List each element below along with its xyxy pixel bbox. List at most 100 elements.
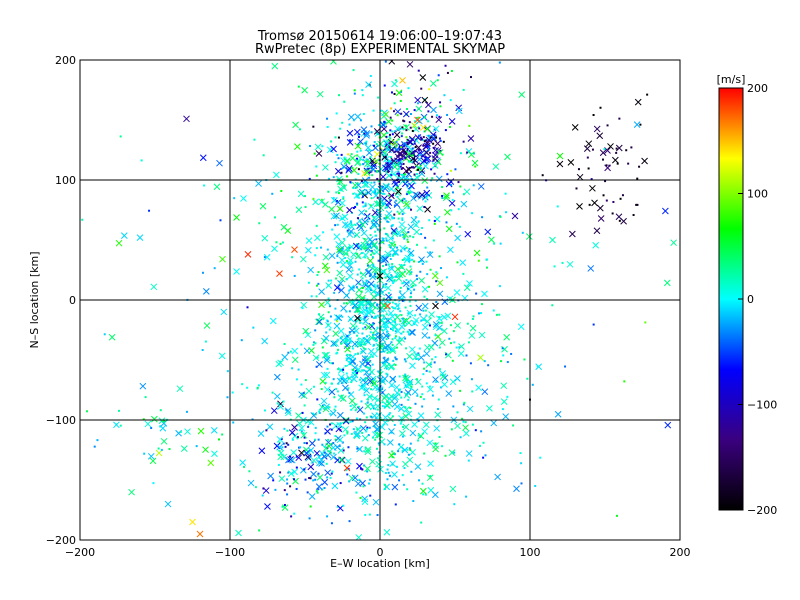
data-point-x bbox=[333, 443, 341, 451]
data-point-dot bbox=[391, 149, 394, 152]
data-point-dot bbox=[329, 476, 332, 479]
data-point-dot bbox=[157, 447, 160, 450]
x-axis-ticks: −200 −100 0 100 200 bbox=[65, 534, 691, 559]
data-point-x bbox=[424, 139, 431, 147]
data-point-dot bbox=[389, 257, 392, 260]
data-point-dot bbox=[251, 418, 254, 421]
data-point-dot bbox=[339, 482, 342, 485]
data-point-dot bbox=[383, 315, 386, 318]
data-point-x bbox=[466, 280, 473, 287]
data-point-dot bbox=[438, 255, 441, 258]
data-point-dot bbox=[432, 146, 435, 149]
data-point-dot bbox=[397, 217, 400, 220]
data-point-dot bbox=[472, 315, 475, 318]
data-point-dot bbox=[401, 219, 404, 222]
data-point-x bbox=[337, 279, 344, 287]
data-point-x bbox=[664, 421, 672, 429]
data-point-dot bbox=[299, 428, 302, 431]
data-point-dot bbox=[397, 450, 400, 453]
data-point-x bbox=[359, 221, 367, 229]
data-point-x bbox=[239, 459, 247, 466]
data-point-x bbox=[318, 450, 326, 457]
data-point-dot bbox=[370, 131, 373, 134]
data-point-x bbox=[373, 158, 380, 165]
data-point-dot bbox=[357, 244, 360, 247]
data-point-x bbox=[381, 419, 389, 426]
data-point-dot bbox=[424, 493, 427, 496]
data-point-x bbox=[464, 230, 472, 238]
data-point-dot bbox=[551, 304, 554, 307]
data-point-dot bbox=[335, 112, 338, 115]
data-point-dot bbox=[376, 293, 379, 296]
data-point-dot bbox=[395, 465, 398, 468]
data-point-dot bbox=[343, 434, 346, 437]
data-point-dot bbox=[377, 370, 380, 373]
data-point-dot bbox=[401, 217, 404, 220]
data-point-dot bbox=[407, 191, 410, 194]
data-point-dot bbox=[328, 328, 331, 331]
data-point-dot bbox=[363, 379, 366, 382]
data-point-dot bbox=[367, 245, 370, 248]
data-point-dot bbox=[400, 420, 403, 423]
data-point-dot bbox=[394, 503, 397, 506]
data-point-dot bbox=[315, 224, 318, 227]
data-point-dot bbox=[440, 321, 443, 324]
data-point-x bbox=[274, 373, 281, 381]
data-point-dot bbox=[408, 166, 411, 169]
data-point-x bbox=[463, 284, 471, 292]
data-point-dot bbox=[410, 286, 413, 289]
data-point-x bbox=[325, 442, 333, 450]
data-point-dot bbox=[391, 217, 394, 220]
data-point-dot bbox=[352, 186, 355, 189]
data-point-dot bbox=[271, 391, 274, 394]
data-point-dot bbox=[355, 491, 358, 494]
data-point-dot bbox=[315, 365, 318, 368]
data-point-dot bbox=[397, 308, 400, 311]
data-point-dot bbox=[352, 428, 355, 431]
data-point-x bbox=[338, 286, 345, 294]
x-tick-label: −100 bbox=[215, 546, 245, 559]
data-point-dot bbox=[263, 409, 266, 412]
data-point-dot bbox=[403, 120, 406, 123]
data-point-dot bbox=[449, 179, 452, 182]
data-point-dot bbox=[277, 463, 280, 466]
data-point-x bbox=[364, 465, 371, 473]
data-point-x bbox=[371, 394, 379, 402]
data-point-dot bbox=[348, 360, 351, 363]
data-point-dot bbox=[429, 151, 432, 154]
data-point-dot bbox=[351, 347, 354, 350]
data-point-dot bbox=[103, 333, 106, 336]
data-point-dot bbox=[383, 356, 386, 359]
data-point-dot bbox=[365, 365, 368, 368]
data-point-dot bbox=[354, 178, 357, 181]
data-point-dot bbox=[371, 404, 374, 407]
data-point-dot bbox=[392, 378, 395, 381]
data-point-x bbox=[335, 240, 342, 248]
data-point-x bbox=[382, 182, 390, 190]
data-point-dot bbox=[293, 274, 296, 277]
data-point-dot bbox=[330, 472, 333, 475]
data-point-dot bbox=[348, 331, 351, 334]
data-point-dot bbox=[482, 441, 485, 444]
data-point-x bbox=[462, 424, 469, 432]
data-point-dot bbox=[374, 306, 377, 309]
data-point-dot bbox=[356, 252, 359, 255]
data-point-dot bbox=[279, 242, 282, 245]
data-point-x bbox=[310, 412, 318, 419]
data-point-dot bbox=[303, 436, 306, 439]
data-point-dot bbox=[419, 163, 422, 166]
data-point-x bbox=[303, 449, 310, 457]
data-point-dot bbox=[455, 222, 458, 225]
data-point-x bbox=[358, 299, 366, 307]
data-point-dot bbox=[391, 237, 394, 240]
data-point-x bbox=[336, 246, 343, 254]
data-point-x bbox=[322, 164, 329, 171]
data-point-dot bbox=[421, 393, 424, 396]
data-point-dot bbox=[359, 448, 362, 451]
data-point-dot bbox=[450, 183, 453, 186]
data-point-x bbox=[343, 464, 351, 472]
data-point-dot bbox=[438, 321, 441, 324]
data-point-dot bbox=[450, 428, 453, 431]
data-point-dot bbox=[328, 406, 331, 409]
